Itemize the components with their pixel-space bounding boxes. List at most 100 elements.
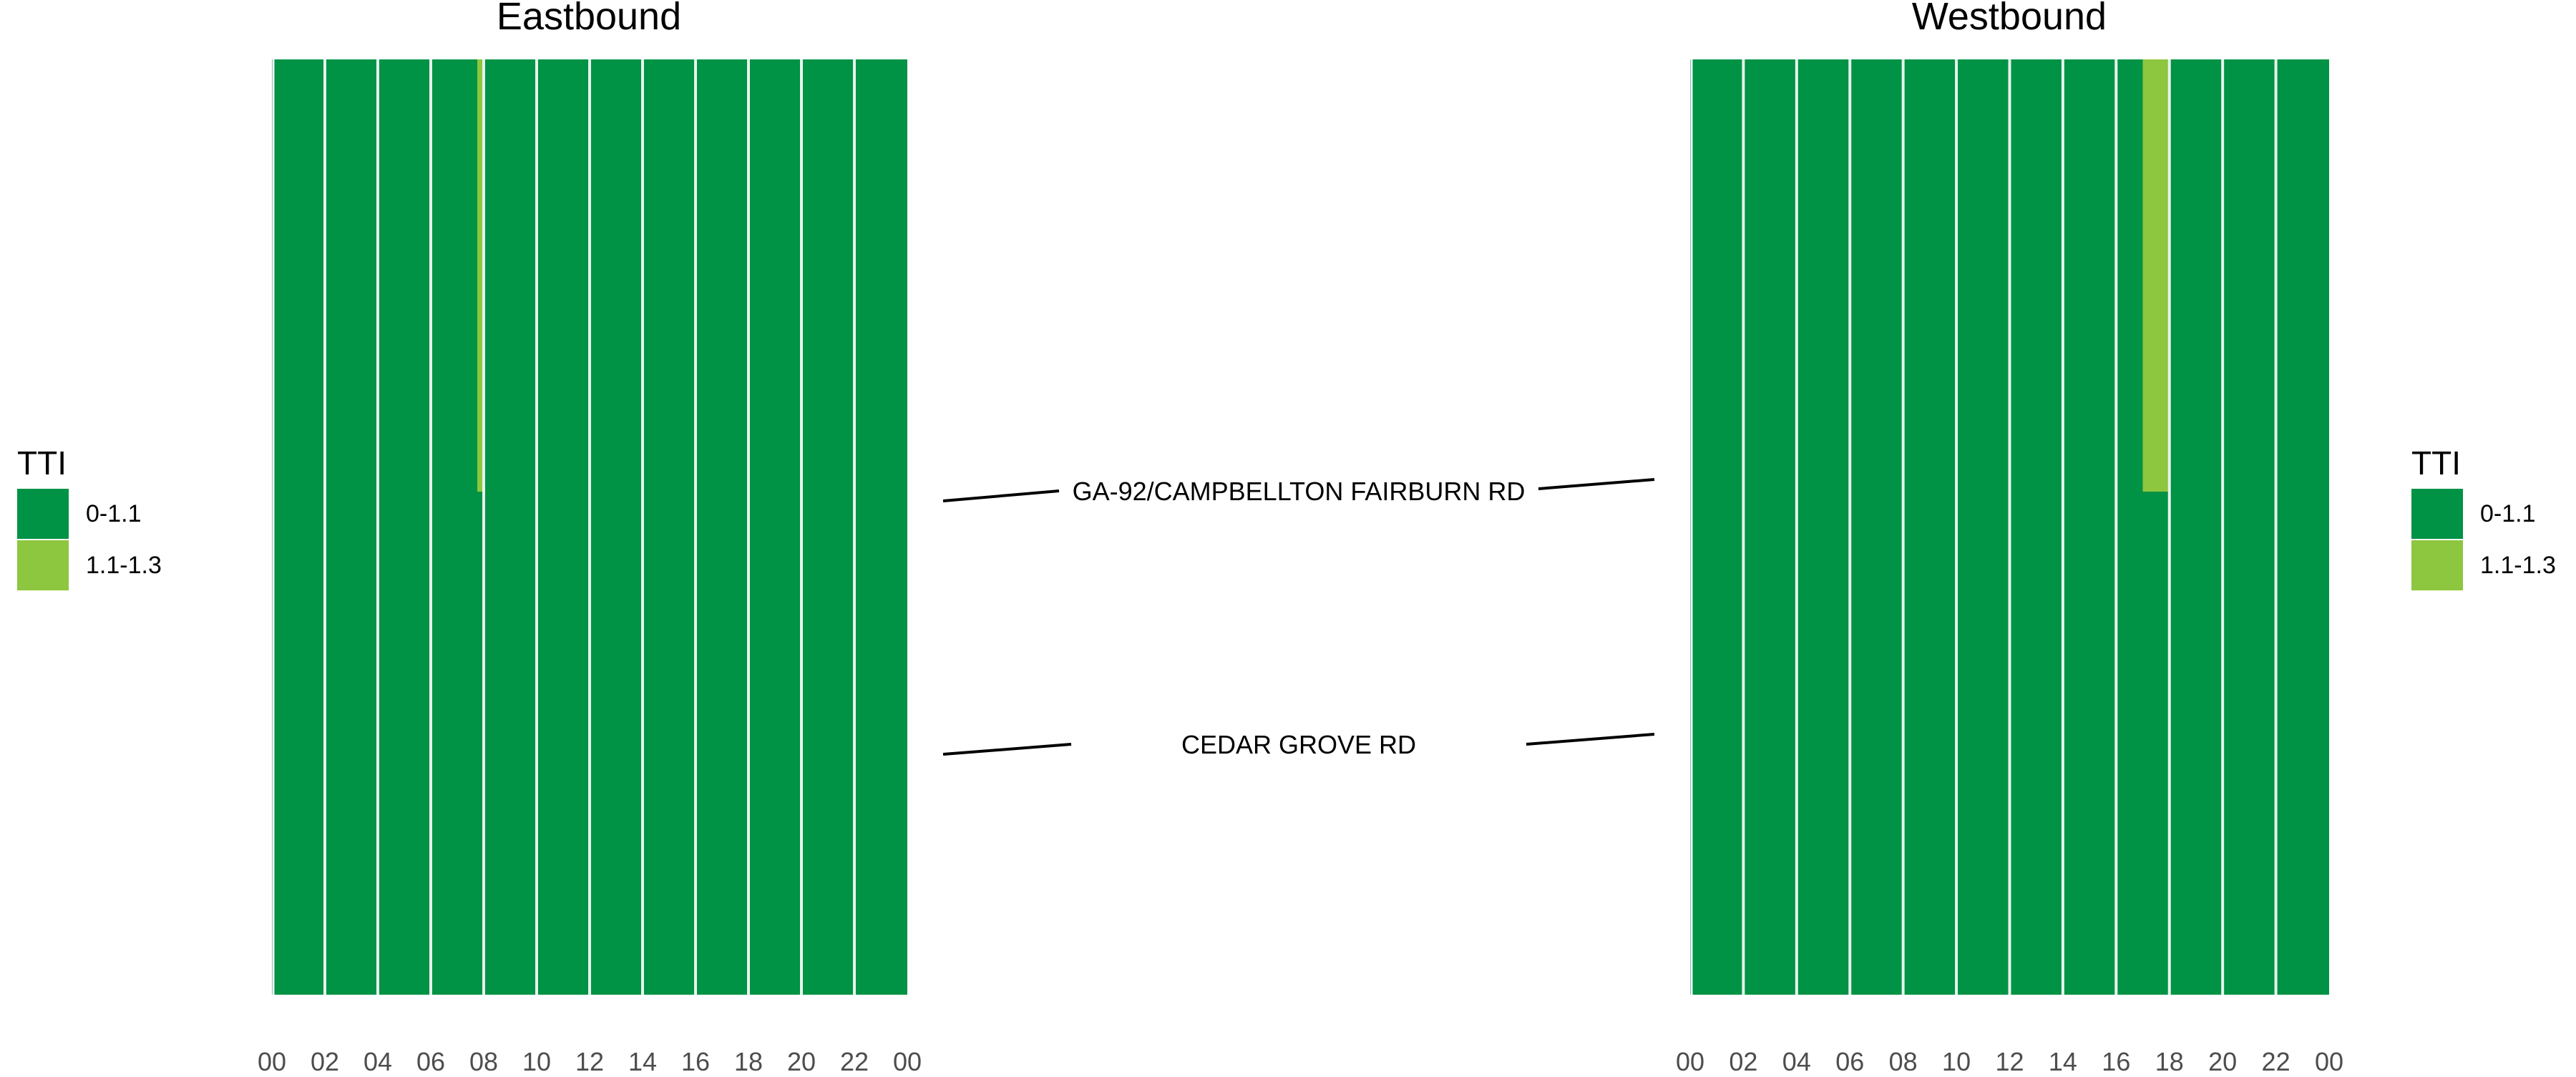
heatmap-cell bbox=[351, 492, 378, 995]
heatmap-cell bbox=[696, 492, 722, 995]
heatmap-cell bbox=[1823, 59, 1850, 492]
heatmap-cell bbox=[1876, 59, 1903, 492]
panel-title-eastbound: Eastbound bbox=[496, 0, 682, 38]
legend-item: 1.1-1.3 bbox=[17, 540, 162, 591]
x-tick-label: 18 bbox=[2155, 1047, 2184, 1076]
connector-line bbox=[1526, 733, 1655, 746]
heatmap-cell bbox=[2062, 492, 2090, 995]
heatmap-cell bbox=[457, 492, 484, 995]
heatmap-cell bbox=[1770, 492, 1797, 995]
heatmap-cell bbox=[2275, 59, 2303, 492]
heatmap-cell bbox=[1850, 59, 1877, 492]
heatmap-cell bbox=[881, 492, 907, 995]
legend-swatch bbox=[17, 489, 69, 539]
x-tick-label: 04 bbox=[1782, 1047, 1811, 1076]
heatmap-cell bbox=[2275, 492, 2303, 995]
heatmap-cell bbox=[378, 59, 404, 492]
heatmap-cell-elevated bbox=[477, 59, 484, 492]
heatmap-cell bbox=[1983, 59, 2010, 492]
heatmap-cell bbox=[1796, 492, 1824, 995]
x-tick-label: 22 bbox=[839, 1047, 869, 1076]
x-tick-label: 00 bbox=[892, 1047, 922, 1076]
heatmap-cell bbox=[1743, 492, 1770, 995]
heatmap-cell bbox=[510, 492, 537, 995]
x-tick-label: 22 bbox=[2261, 1047, 2290, 1076]
x-tick-label: 08 bbox=[1888, 1047, 1918, 1076]
heatmap-cell bbox=[431, 492, 457, 995]
heatmap-cell bbox=[431, 59, 457, 492]
heatmap-cell bbox=[2223, 492, 2250, 995]
heatmap-cell bbox=[1956, 492, 1984, 995]
heatmap-cell bbox=[563, 492, 590, 995]
heatmap-cell bbox=[616, 492, 643, 995]
heatmap-cell bbox=[404, 59, 431, 492]
heatmap-cell bbox=[2195, 492, 2223, 995]
heatmap-cell bbox=[2116, 59, 2143, 492]
heatmap-cell bbox=[1690, 59, 1717, 492]
x-tick-label: 14 bbox=[2048, 1047, 2077, 1076]
x-tick-label: 08 bbox=[469, 1047, 499, 1076]
road-label-cedar-grove: CEDAR GROVE RD bbox=[1181, 730, 1417, 759]
heatmap-cell bbox=[325, 59, 351, 492]
heatmap-cell bbox=[854, 59, 881, 492]
heatmap-cell bbox=[1903, 492, 1930, 995]
heatmap-cell bbox=[775, 492, 801, 995]
heatmap-cell bbox=[2009, 59, 2036, 492]
heatmap-cell bbox=[2142, 492, 2170, 995]
legend-swatch bbox=[2411, 489, 2463, 539]
heatmap-cell bbox=[748, 492, 775, 995]
x-tick-label: 04 bbox=[363, 1047, 393, 1076]
x-tick-label: 16 bbox=[680, 1047, 711, 1076]
heatmap-cell bbox=[1850, 492, 1877, 995]
legend-swatch bbox=[2411, 540, 2463, 590]
heatmap-cell bbox=[537, 59, 563, 492]
heatmap-cell bbox=[2302, 492, 2329, 995]
heatmap-cell bbox=[2062, 59, 2090, 492]
heatmap-cell bbox=[748, 59, 775, 492]
heatmap-cell bbox=[669, 492, 696, 995]
heatmap-cell bbox=[1929, 59, 1957, 492]
heatmap-cell bbox=[854, 492, 881, 995]
heatmap-cell bbox=[696, 59, 722, 492]
heatmap-cell bbox=[510, 59, 537, 492]
heatmap-cell bbox=[298, 59, 325, 492]
heatmap-cell bbox=[590, 59, 616, 492]
heatmap-cell bbox=[2249, 59, 2276, 492]
heatmap-cell bbox=[378, 492, 404, 995]
heatmap-cell bbox=[1929, 492, 1957, 995]
heatmap-cell bbox=[801, 492, 828, 995]
x-tick-label: 10 bbox=[522, 1047, 552, 1076]
legend-title: TTI bbox=[2411, 444, 2461, 482]
heatmap-cell bbox=[1717, 492, 1744, 995]
x-tick-label: 00 bbox=[2314, 1047, 2344, 1076]
heatmap-cell bbox=[2169, 492, 2196, 995]
heatmap-cell bbox=[2169, 59, 2196, 492]
heatmap-cell bbox=[404, 492, 431, 995]
heatmap-cell bbox=[1717, 59, 1744, 492]
legend-right: TTI 0-1.1 1.1-1.3 bbox=[2411, 444, 2556, 591]
heatmap-cell bbox=[298, 492, 325, 995]
heatmap-cell bbox=[828, 492, 854, 995]
legend-label: 1.1-1.3 bbox=[86, 551, 162, 579]
x-tick-label: 18 bbox=[733, 1047, 763, 1076]
x-tick-label: 14 bbox=[628, 1047, 658, 1076]
legend-left: TTI 0-1.1 1.1-1.3 bbox=[17, 444, 162, 591]
x-tick-label: 02 bbox=[1729, 1047, 1758, 1076]
x-tick-label: 10 bbox=[1942, 1047, 1971, 1076]
heatmap-cell bbox=[1743, 59, 1770, 492]
heatmap-cell bbox=[2302, 59, 2329, 492]
legend-swatch bbox=[17, 540, 69, 590]
heatmap-cell bbox=[484, 492, 510, 995]
heatmap-cell bbox=[351, 59, 378, 492]
x-tick-label: 20 bbox=[786, 1047, 816, 1076]
heatmap-cell bbox=[1983, 492, 2010, 995]
legend-item: 0-1.1 bbox=[17, 488, 162, 540]
connector-line bbox=[942, 489, 1060, 502]
x-tick-label: 20 bbox=[2208, 1047, 2238, 1076]
heatmap-cell bbox=[2249, 492, 2276, 995]
heatmap-cell bbox=[1796, 59, 1824, 492]
road-label-ga92: GA-92/CAMPBELLTON FAIRBURN RD bbox=[1072, 477, 1526, 506]
panel-title-westbound: Westbound bbox=[1911, 0, 2107, 38]
